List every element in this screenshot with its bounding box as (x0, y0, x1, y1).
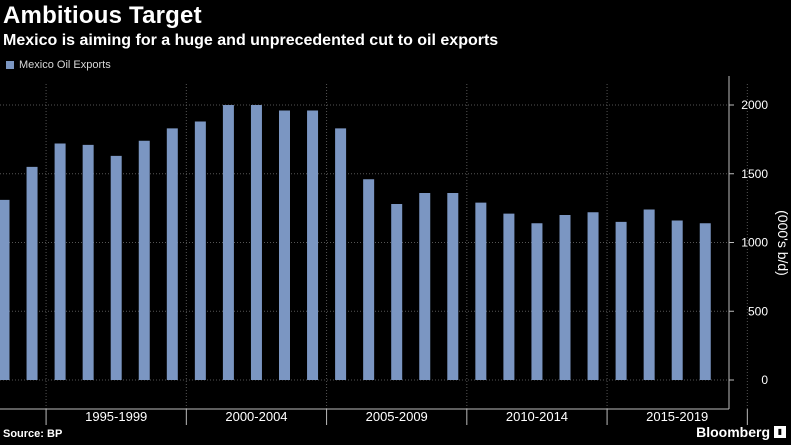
bar-1998 (138, 140, 150, 380)
bar-2015 (615, 221, 627, 380)
bar-2010 (475, 202, 487, 380)
chart-title: Ambitious Target (3, 2, 202, 29)
bloomberg-logo-icon: ▮ (774, 426, 786, 438)
chart-subtitle: Mexico is aiming for a huge and unpreced… (3, 32, 499, 49)
bar-2004 (307, 110, 319, 380)
bar-1995 (54, 143, 66, 380)
bar-1993 (0, 199, 10, 380)
bar-1999 (166, 128, 178, 380)
bar-2014 (587, 212, 599, 380)
axis-layer: 0 500 1000 1500 2000 1995-1999 2000-2004 2005-2… (0, 76, 791, 425)
x-group-label: 2010-2014 (506, 409, 568, 424)
y-tick-label: 1500 (741, 167, 768, 181)
bar-2017 (671, 220, 683, 380)
y-tick-label: 0 (761, 373, 768, 387)
x-group-label: 2015-2019 (646, 409, 708, 424)
y-tick-label: 2000 (741, 98, 768, 112)
bar-2002 (250, 105, 262, 380)
legend-swatch (6, 61, 14, 69)
x-group-label: 2005-2009 (366, 409, 428, 424)
bar-1996 (82, 144, 94, 380)
bar-2009 (447, 193, 459, 380)
bar-2012 (531, 223, 543, 380)
bar-layer (0, 105, 711, 380)
bar-1997 (110, 155, 122, 380)
brand: Bloomberg ▮ (696, 424, 786, 440)
bar-2001 (222, 105, 234, 380)
legend-label: Mexico Oil Exports (19, 59, 111, 71)
bar-2007 (391, 204, 403, 380)
bar-2016 (643, 209, 655, 380)
y-axis-title: (000's b/d) (775, 210, 791, 276)
y-tick-label: 500 (748, 304, 768, 318)
brand-name: Bloomberg (696, 424, 770, 440)
bar-2018 (699, 223, 711, 380)
bar-2005 (335, 128, 347, 380)
bar-2000 (194, 121, 206, 380)
x-group-label: 2000-2004 (225, 409, 287, 424)
legend: Mexico Oil Exports (6, 59, 111, 71)
bar-2006 (363, 179, 375, 380)
bar-2008 (419, 193, 431, 380)
bar-2013 (559, 215, 571, 380)
bar-2011 (503, 213, 515, 380)
bar-1994 (26, 166, 38, 380)
bar-2003 (279, 110, 290, 380)
source-note: Source: BP (3, 428, 63, 440)
grid-layer (0, 84, 748, 409)
x-group-label: 1995-1999 (85, 409, 147, 424)
y-tick-label: 1000 (741, 236, 768, 250)
